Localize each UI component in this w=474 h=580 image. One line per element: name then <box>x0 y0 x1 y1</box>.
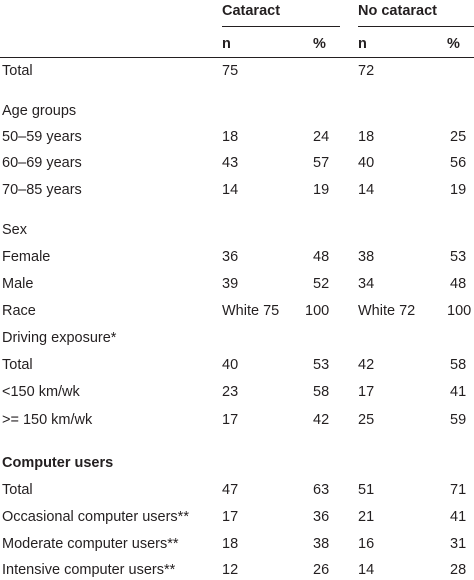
header-n-cataract: n <box>222 36 231 52</box>
section-label: Age groups <box>2 103 77 119</box>
cell-no-cataract-pct: 28 <box>450 562 467 578</box>
cell-no-cataract-pct: 41 <box>450 384 467 400</box>
row-label: Race <box>2 303 36 319</box>
header-n-no-cataract: n <box>358 36 367 52</box>
cell-cataract-pct: 19 <box>313 182 330 198</box>
row-label: Occasional computer users** <box>2 509 189 525</box>
header-rule <box>0 57 474 58</box>
cell-no-cataract-pct: 58 <box>450 357 467 373</box>
header-pct-cataract: % <box>313 36 326 52</box>
cell-cataract-pct: 52 <box>313 276 330 292</box>
cell-no-cataract-pct: 48 <box>450 276 467 292</box>
cell-no-cataract-n: 38 <box>358 249 375 265</box>
cell-no-cataract-n: 34 <box>358 276 375 292</box>
row-label: Intensive computer users** <box>2 562 176 578</box>
cell-no-cataract-pct: 100 <box>447 303 472 319</box>
cell-no-cataract-n: 14 <box>358 562 375 578</box>
row-label: Total <box>2 357 33 373</box>
cell-cataract-pct: 53 <box>313 357 330 373</box>
row-label: Total <box>2 63 33 79</box>
cell-no-cataract-n: White 72 <box>358 303 416 319</box>
cell-cataract-pct: 38 <box>313 536 330 552</box>
cell-cataract-n: 18 <box>222 129 239 145</box>
cell-no-cataract-n: 72 <box>358 63 375 79</box>
cell-cataract-n: 43 <box>222 155 239 171</box>
header-no-cataract: No cataract <box>358 3 437 19</box>
cell-cataract-n: 17 <box>222 412 239 428</box>
row-label: >= 150 km/wk <box>2 412 93 428</box>
cell-cataract-n: 75 <box>222 63 239 79</box>
cell-cataract-pct: 42 <box>313 412 330 428</box>
row-label: Male <box>2 276 34 292</box>
header-cataract: Cataract <box>222 3 281 19</box>
row-label: <150 km/wk <box>2 384 80 400</box>
cell-cataract-pct: 63 <box>313 482 330 498</box>
row-label: Total <box>2 482 33 498</box>
cell-no-cataract-pct: 56 <box>450 155 467 171</box>
cell-no-cataract-n: 51 <box>358 482 375 498</box>
cell-no-cataract-pct: 19 <box>450 182 467 198</box>
header-underline-no-cataract <box>358 26 474 27</box>
cell-no-cataract-pct: 71 <box>450 482 467 498</box>
cell-no-cataract-n: 14 <box>358 182 375 198</box>
cell-no-cataract-pct: 31 <box>450 536 467 552</box>
row-label: 70–85 years <box>2 182 82 198</box>
cell-no-cataract-pct: 25 <box>450 129 467 145</box>
cell-no-cataract-pct: 53 <box>450 249 467 265</box>
cell-cataract-pct: 48 <box>313 249 330 265</box>
row-label: 60–69 years <box>2 155 82 171</box>
section-label: Computer users <box>2 455 114 471</box>
row-label: Female <box>2 249 51 265</box>
cell-cataract-pct: 100 <box>305 303 330 319</box>
cell-cataract-pct: 36 <box>313 509 330 525</box>
cell-no-cataract-n: 25 <box>358 412 375 428</box>
cell-cataract-n: 39 <box>222 276 239 292</box>
cell-no-cataract-pct: 41 <box>450 509 467 525</box>
row-label: 50–59 years <box>2 129 82 145</box>
cell-cataract-n: White 75 <box>222 303 280 319</box>
cell-cataract-n: 47 <box>222 482 239 498</box>
cell-cataract-n: 23 <box>222 384 239 400</box>
cell-no-cataract-n: 17 <box>358 384 375 400</box>
cell-cataract-n: 14 <box>222 182 239 198</box>
header-underline-cataract <box>222 26 340 27</box>
cell-no-cataract-n: 42 <box>358 357 375 373</box>
cell-cataract-n: 12 <box>222 562 239 578</box>
cell-cataract-pct: 24 <box>313 129 330 145</box>
header-pct-no-cataract: % <box>447 36 460 52</box>
section-label: Sex <box>2 222 27 238</box>
cell-cataract-n: 40 <box>222 357 239 373</box>
cell-no-cataract-n: 40 <box>358 155 375 171</box>
cell-no-cataract-n: 21 <box>358 509 375 525</box>
cell-cataract-n: 17 <box>222 509 239 525</box>
cell-no-cataract-n: 18 <box>358 129 375 145</box>
cell-cataract-pct: 26 <box>313 562 330 578</box>
cell-no-cataract-n: 16 <box>358 536 375 552</box>
row-label: Moderate computer users** <box>2 536 179 552</box>
cell-cataract-n: 18 <box>222 536 239 552</box>
cell-no-cataract-pct: 59 <box>450 412 467 428</box>
cell-cataract-pct: 58 <box>313 384 330 400</box>
cell-cataract-n: 36 <box>222 249 239 265</box>
section-label: Driving exposure* <box>2 330 117 346</box>
cell-cataract-pct: 57 <box>313 155 330 171</box>
